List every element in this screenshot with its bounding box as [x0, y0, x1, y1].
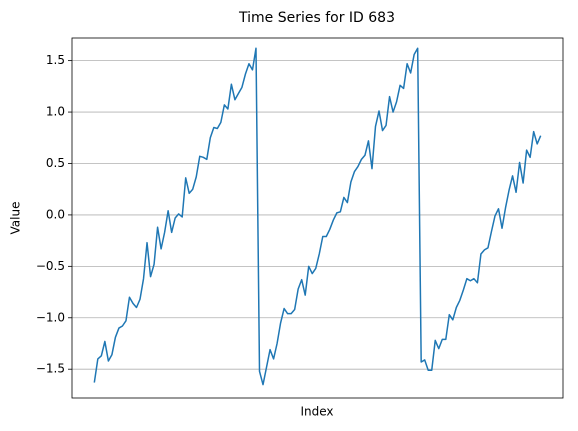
y-tick-label: 0.0 — [46, 207, 65, 221]
x-axis-label: Index — [300, 405, 333, 419]
line — [93, 47, 542, 386]
y-tick-label: −0.5 — [36, 259, 65, 273]
plot-frame — [71, 37, 564, 399]
y-tick-label: −1.0 — [36, 310, 65, 324]
chart-title: Time Series for ID 683 — [238, 10, 395, 26]
y-tick-label: −1.5 — [36, 362, 65, 376]
y-axis-label: Value — [9, 202, 23, 235]
y-tick-label: 1.0 — [46, 105, 65, 119]
y-tick-label: 1.5 — [46, 53, 65, 67]
y-tick-label: 0.5 — [46, 156, 65, 170]
